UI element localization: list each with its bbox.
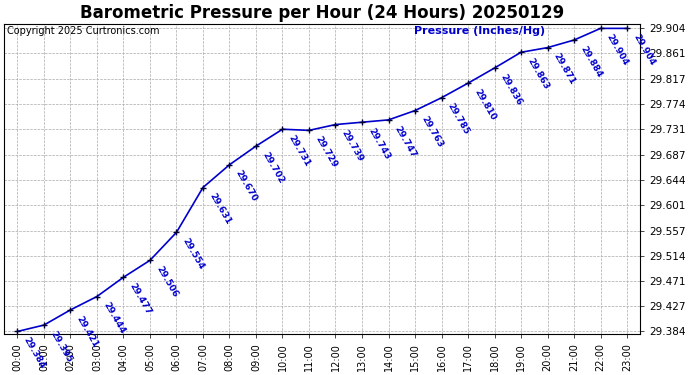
Text: 29.810: 29.810 — [472, 87, 497, 122]
Text: 29.836: 29.836 — [499, 72, 524, 107]
Text: 29.554: 29.554 — [181, 237, 206, 271]
Text: 29.670: 29.670 — [234, 169, 259, 204]
Text: 29.871: 29.871 — [552, 52, 577, 87]
Text: 29.884: 29.884 — [578, 44, 604, 79]
Text: 29.395: 29.395 — [48, 329, 73, 364]
Text: 29.743: 29.743 — [366, 126, 391, 161]
Text: 29.904: 29.904 — [631, 33, 656, 67]
Title: Barometric Pressure per Hour (24 Hours) 20250129: Barometric Pressure per Hour (24 Hours) … — [80, 4, 564, 22]
Text: 29.506: 29.506 — [154, 264, 179, 299]
Text: 29.477: 29.477 — [128, 281, 153, 316]
Text: 29.785: 29.785 — [446, 102, 471, 136]
Text: 29.729: 29.729 — [313, 135, 338, 170]
Text: 29.731: 29.731 — [286, 134, 312, 168]
Text: 29.739: 29.739 — [339, 129, 365, 164]
Text: 29.747: 29.747 — [393, 124, 418, 159]
Text: Copyright 2025 Curtronics.com: Copyright 2025 Curtronics.com — [7, 26, 159, 36]
Text: 29.904: 29.904 — [604, 33, 630, 67]
Text: Pressure (Inches/Hg): Pressure (Inches/Hg) — [414, 26, 545, 36]
Text: 29.763: 29.763 — [419, 115, 444, 150]
Text: 29.631: 29.631 — [207, 192, 233, 226]
Text: 29.421: 29.421 — [75, 314, 100, 349]
Text: 29.702: 29.702 — [260, 150, 285, 185]
Text: 29.384: 29.384 — [21, 336, 47, 370]
Text: 29.444: 29.444 — [101, 301, 126, 336]
Text: 29.863: 29.863 — [525, 57, 551, 91]
